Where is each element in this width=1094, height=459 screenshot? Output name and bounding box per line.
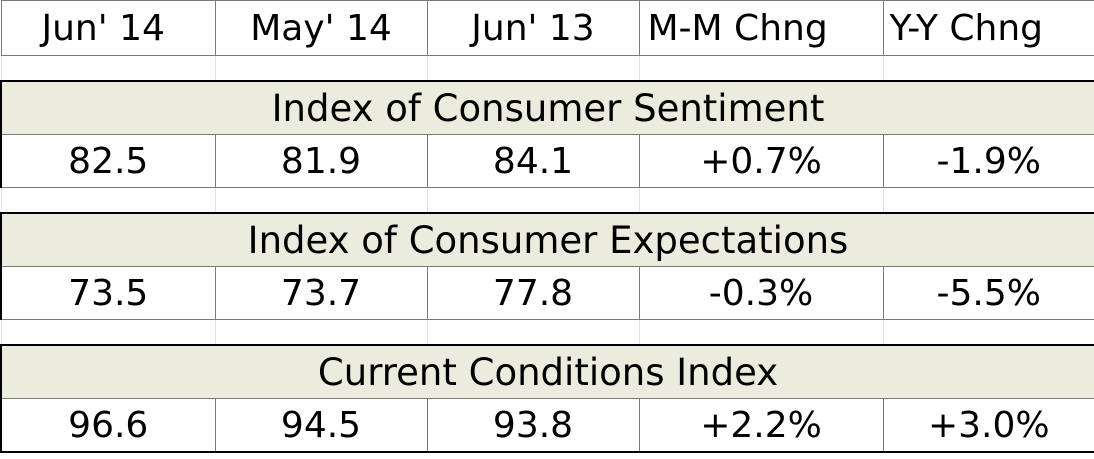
table-row: 73.5 73.7 77.8 -0.3% -5.5% (0, 266, 1094, 320)
section-title-row: Index of Consumer Sentiment (0, 80, 1094, 135)
column-header-month-change: M-M Chng (638, 0, 884, 56)
section-title-row: Current Conditions Index (0, 344, 1094, 399)
spacer-row (0, 187, 1094, 213)
section-title-current-conditions: Current Conditions Index (0, 344, 1094, 399)
value-may-14: 81.9 (214, 134, 428, 188)
section-title-consumer-sentiment: Index of Consumer Sentiment (0, 80, 1094, 135)
value-jun-14: 73.5 (0, 266, 216, 320)
value-year-change: -1.9% (882, 134, 1094, 188)
column-header-row: Jun' 14 May' 14 Jun' 13 M-M Chng Y-Y Chn… (0, 0, 1094, 56)
column-header-year-change: Y-Y Chng (882, 0, 1094, 56)
value-jun-13: 77.8 (426, 266, 640, 320)
column-header-jun-14: Jun' 14 (0, 0, 216, 56)
table-row: 82.5 81.9 84.1 +0.7% -1.9% (0, 134, 1094, 188)
value-jun-14: 82.5 (0, 134, 216, 188)
spacer-row (0, 55, 1094, 81)
column-header-jun-13: Jun' 13 (426, 0, 640, 56)
value-month-change: +0.7% (638, 134, 884, 188)
value-jun-14: 96.6 (0, 398, 216, 453)
column-header-may-14: May' 14 (214, 0, 428, 56)
value-year-change: -5.5% (882, 266, 1094, 320)
value-month-change: +2.2% (638, 398, 884, 453)
value-jun-13: 93.8 (426, 398, 640, 453)
spacer-row (0, 319, 1094, 345)
section-title-row: Index of Consumer Expectations (0, 212, 1094, 267)
table-row: 96.6 94.5 93.8 +2.2% +3.0% (0, 398, 1094, 453)
value-year-change: +3.0% (882, 398, 1094, 453)
value-may-14: 94.5 (214, 398, 428, 453)
value-month-change: -0.3% (638, 266, 884, 320)
value-jun-13: 84.1 (426, 134, 640, 188)
section-title-consumer-expectations: Index of Consumer Expectations (0, 212, 1094, 267)
value-may-14: 73.7 (214, 266, 428, 320)
